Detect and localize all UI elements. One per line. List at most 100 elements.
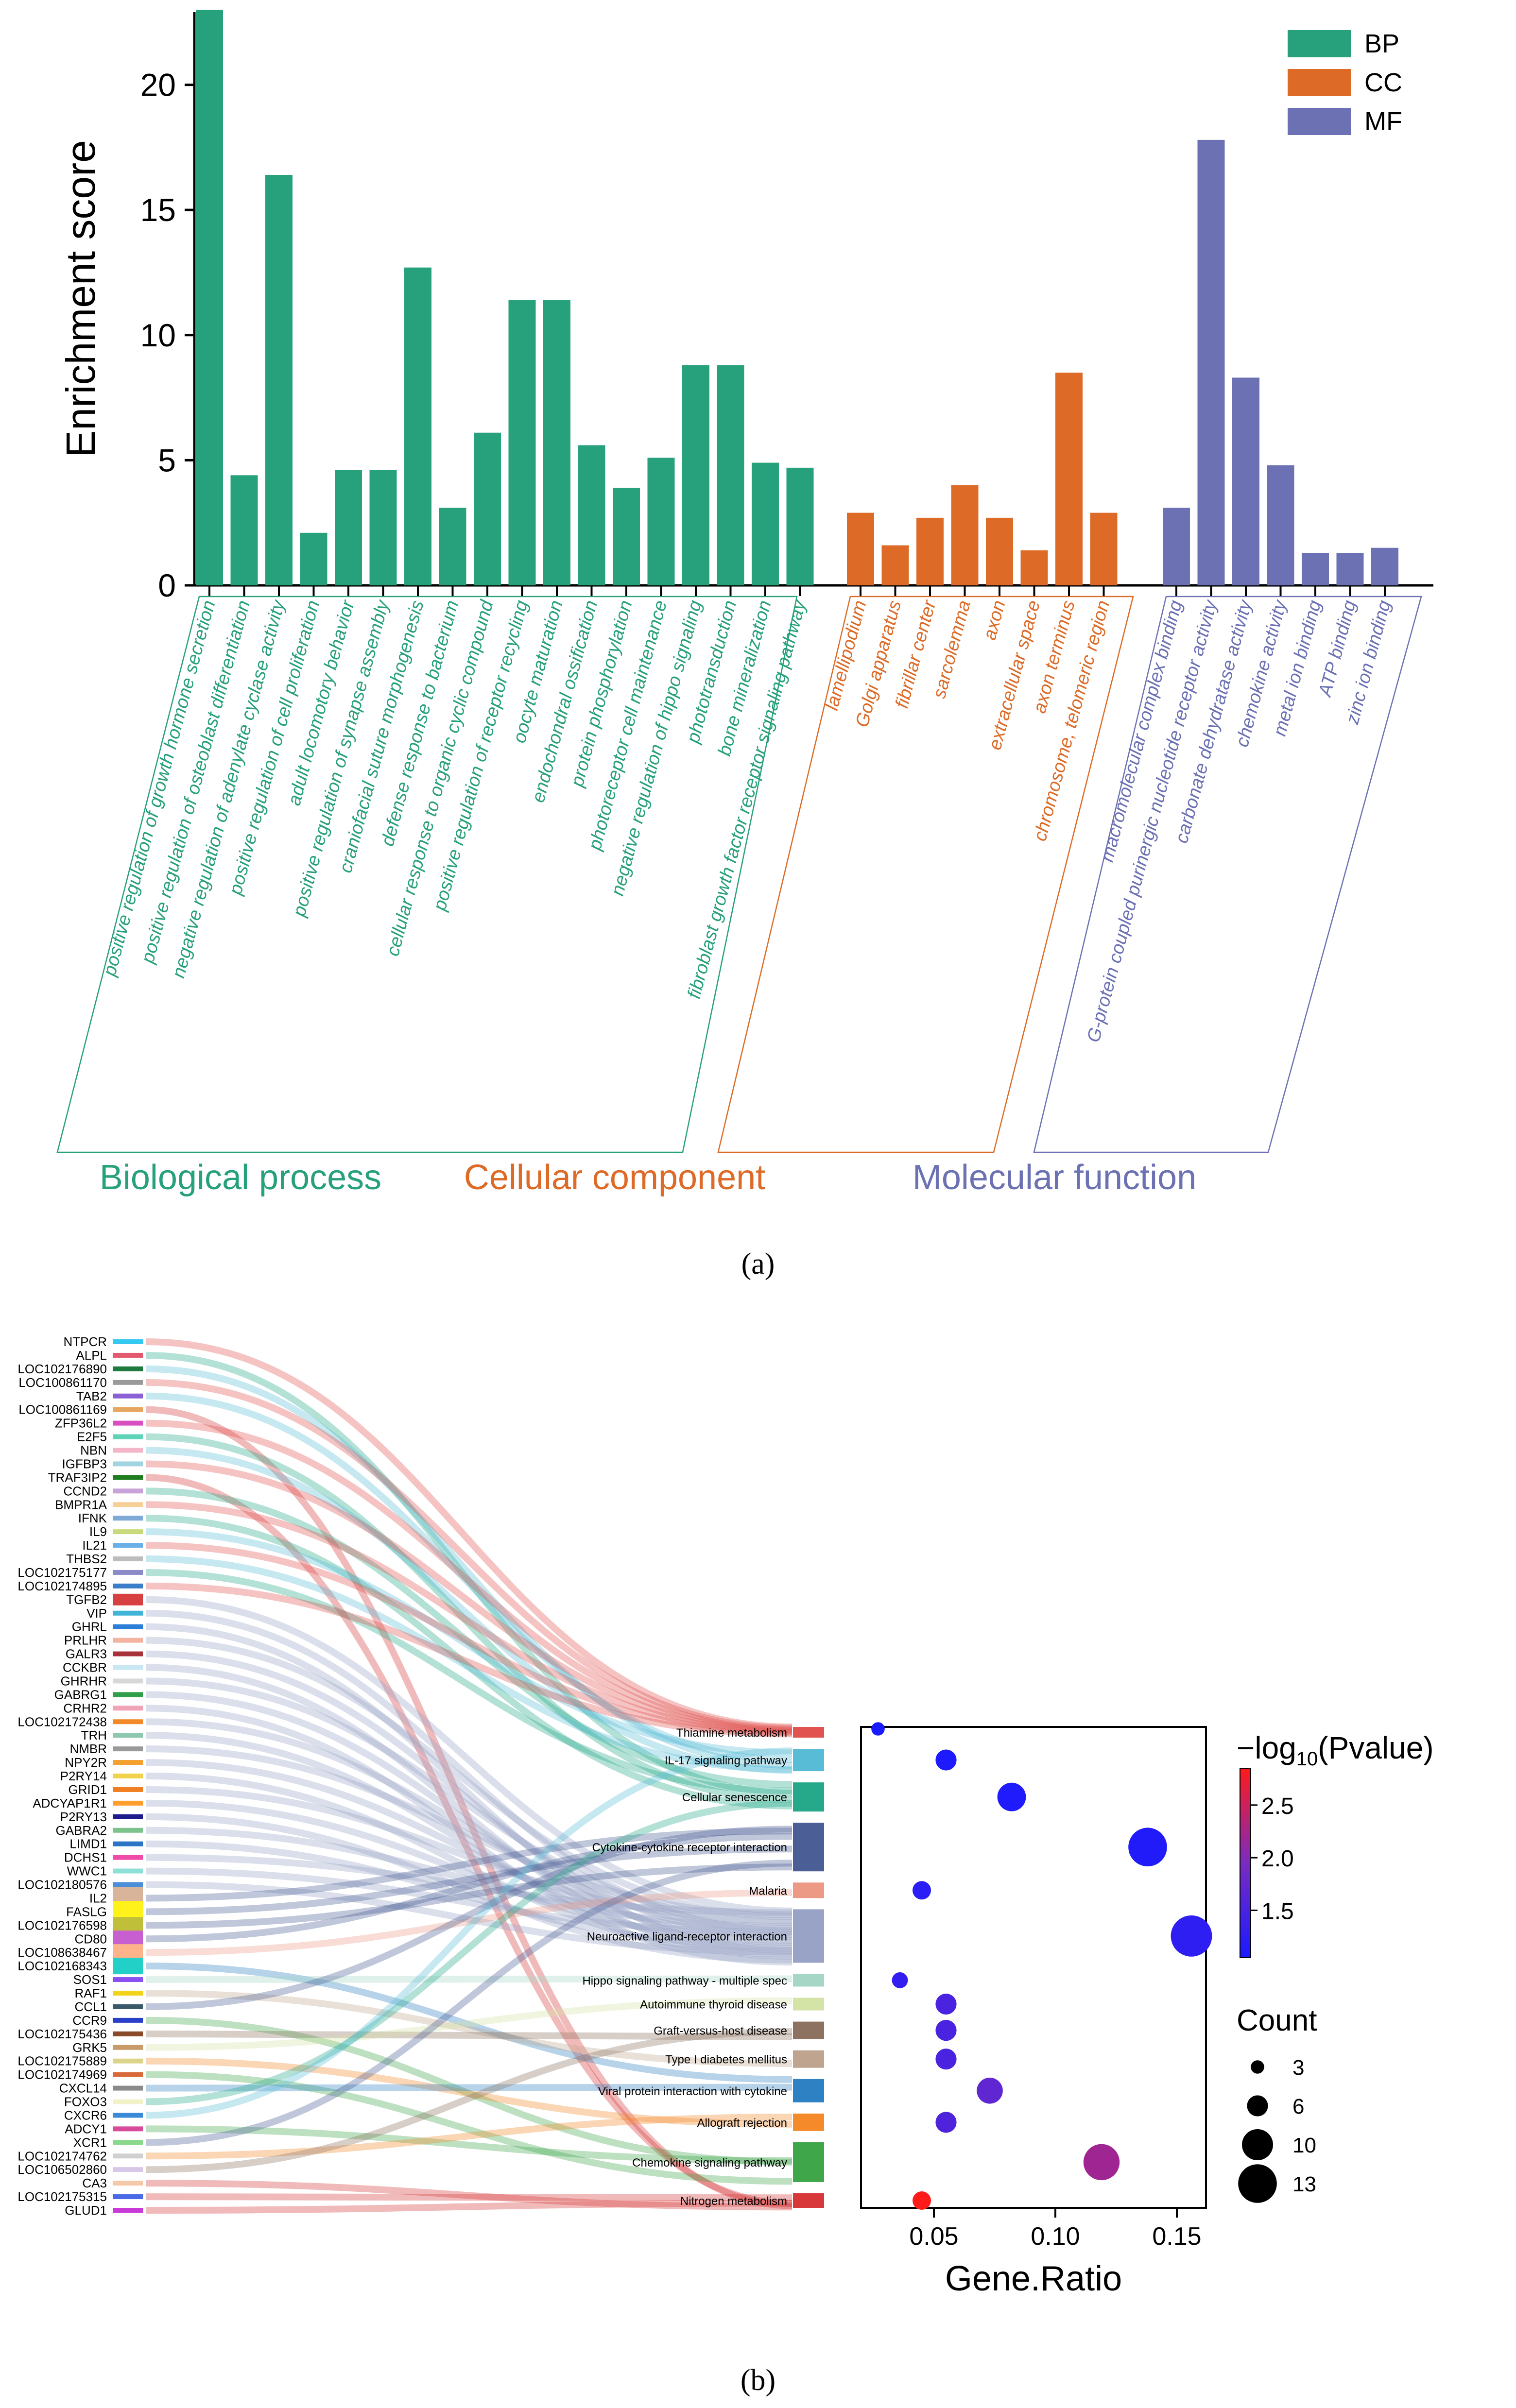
ribbon-5	[145, 1406, 792, 2209]
gene-label-41: IL2	[89, 1891, 107, 1905]
gene-label-49: CCL1	[75, 1999, 107, 2014]
gene-swatch-59	[113, 2140, 143, 2145]
ribbon-23	[145, 1650, 792, 1940]
gene-swatch-14	[113, 1529, 143, 1535]
pathway-box-8	[793, 2021, 824, 2039]
pathway-box-3	[793, 1823, 824, 1872]
gene-label-46: LOC102168343	[17, 1959, 107, 1973]
gene-swatch-64	[113, 2208, 143, 2213]
ribbon-57	[145, 1747, 792, 2119]
pathway-labels: Thiamine metabolism IL-17 signaling pathw…	[582, 1726, 824, 2208]
gene-swatch-39	[113, 1868, 143, 1874]
y-tick-label-20: 20	[140, 67, 176, 103]
dot-5	[1171, 1915, 1212, 1957]
ribbon-62	[145, 2180, 792, 2211]
gene-label-31: NPY2R	[65, 1755, 107, 1770]
gene-swatch-18	[113, 1583, 143, 1588]
bar-group-MF: macromolecular complex bindingG-protein …	[1083, 139, 1398, 1044]
ribbon-15	[145, 1542, 792, 1737]
ribbon-2	[145, 1365, 792, 1769]
gene-label-51: LOC102175436	[17, 2027, 107, 2041]
ribbon-27	[145, 1705, 792, 1966]
dot-8	[935, 2020, 957, 2041]
gene-swatch-35	[113, 1814, 143, 1819]
legend-swatch-cc	[1288, 69, 1351, 96]
ribbon-19	[145, 1596, 792, 1914]
y-axis-title: Enrichment score	[58, 140, 103, 458]
gene-label-56: FOXO3	[64, 2095, 107, 2109]
gene-label-15: IL21	[82, 1538, 107, 1553]
dot-11	[935, 2112, 957, 2133]
gene-swatch-11	[113, 1488, 143, 1494]
gene-label-61: LOC106502860	[17, 2162, 107, 2177]
gene-swatch-3	[113, 1380, 143, 1385]
ribbon-61	[145, 2028, 792, 2173]
dot-13	[913, 2191, 931, 2210]
ribbon-44	[145, 1833, 792, 1943]
bar-bp-14	[682, 365, 709, 585]
pathway-label-4: Malaria	[749, 1884, 787, 1897]
bar-bp-2	[265, 175, 293, 586]
gene-label-58: ADCY1	[65, 2121, 107, 2136]
group-label-cc: Cellular component	[464, 1158, 765, 1197]
gene-swatch-21	[113, 1624, 143, 1629]
ribbon-51	[145, 2030, 792, 2040]
pathway-box-5	[793, 1909, 824, 1963]
gene-label-39: WWC1	[67, 1864, 107, 1879]
gene-swatch-7	[113, 1434, 143, 1439]
gene-label-55: CXCL14	[59, 2081, 107, 2096]
bar-mf-2	[1232, 377, 1259, 585]
pathway-box-9	[793, 2050, 824, 2068]
gene-swatch-55	[113, 2085, 143, 2091]
gene-swatch-32	[113, 1774, 143, 1778]
gene-swatch-58	[113, 2126, 143, 2132]
legend-label-bp: BP	[1364, 29, 1399, 58]
panel-b-sankey-dotplot: NTPCRALPLLOC102176890LOC100861170TAB2LOC…	[17, 1334, 1433, 2298]
gene-swatch-60	[113, 2153, 143, 2159]
pathway-box-12	[793, 2142, 824, 2182]
ribbon-41	[145, 1827, 792, 1902]
pathway-box-6	[793, 1974, 824, 1987]
pathway-label-5: Neuroactive ligand-receptor interaction	[587, 1930, 787, 1943]
ribbon-49	[145, 1826, 792, 2010]
category-label-cc-7: chromosome, telomeric region	[1030, 598, 1114, 843]
bar-bp-13	[647, 458, 675, 585]
gene-label-9: IGFBP3	[62, 1456, 107, 1471]
ribbon-10	[145, 1474, 792, 2207]
ribbon-37	[145, 1840, 792, 1950]
dot-12	[1083, 2144, 1120, 2181]
ribbon-50	[145, 2016, 792, 2166]
gene-label-11: CCND2	[63, 1484, 107, 1498]
group-bracket-mf	[1033, 596, 1422, 1153]
gene-swatch-8	[113, 1448, 143, 1453]
ribbon-34	[145, 1799, 792, 1944]
panel-b-label: (b)	[741, 2364, 775, 2397]
pathway-label-2: Cellular senescence	[682, 1791, 787, 1804]
dot-plot-frame	[860, 1726, 1207, 2209]
pathway-box-2	[793, 1782, 824, 1812]
gene-swatch-22	[113, 1638, 143, 1643]
dot-6	[892, 1972, 908, 1988]
dot-9	[935, 2049, 957, 2070]
ribbon-46	[145, 1963, 792, 2083]
bar-bp-0	[196, 10, 223, 585]
group-bracket-cc	[717, 596, 1134, 1153]
ribbon-21	[145, 1623, 792, 1954]
bar-mf-4	[1302, 553, 1329, 585]
gene-label-32: P2RY14	[60, 1769, 107, 1783]
size-legend-label-1: 6	[1292, 2095, 1304, 2118]
ribbon-45	[145, 1889, 792, 1956]
gene-label-7: E2F5	[77, 1430, 107, 1444]
ribbon-56	[145, 1800, 792, 2105]
gene-swatch-13	[113, 1516, 143, 1521]
gene-label-19: TGFB2	[66, 1592, 107, 1607]
gene-swatch-53	[113, 2058, 143, 2064]
gene-swatch-12	[113, 1502, 143, 1507]
gene-label-44: CD80	[75, 1931, 107, 1946]
ribbon-33	[145, 1786, 792, 1924]
dot-7	[935, 1993, 957, 2015]
gene-swatch-10	[113, 1475, 143, 1480]
ribbon-25	[145, 1677, 792, 1926]
gene-label-59: XCR1	[73, 2135, 107, 2150]
